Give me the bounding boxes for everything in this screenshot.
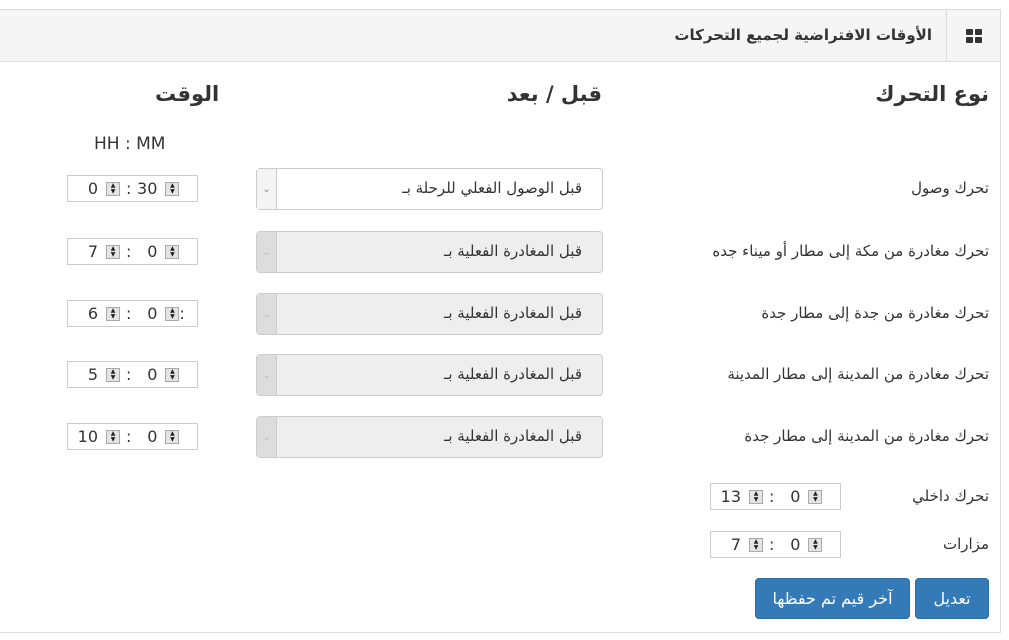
column-header-type: نوع التحرك bbox=[875, 82, 989, 106]
column-header-time: الوقت bbox=[155, 82, 220, 106]
time-input[interactable]: 7 ▲ ▼ : 0 ▲ ▼ bbox=[710, 531, 841, 558]
settings-panel: الأوقات الافتراضية لجميع التحركات bbox=[0, 9, 1001, 633]
edit-button[interactable]: تعديل bbox=[915, 578, 989, 619]
hours-spinner-icon[interactable]: ▲ ▼ bbox=[106, 306, 120, 321]
select-value: قبل المغادرة الفعلية بـ bbox=[443, 365, 582, 383]
panel-title: الأوقات الافتراضية لجميع التحركات bbox=[674, 26, 932, 44]
hours-spinner-icon[interactable]: ▲ ▼ bbox=[749, 537, 763, 552]
minutes-spinner-icon[interactable]: ▲ ▼ bbox=[808, 537, 823, 552]
time-separator: : bbox=[126, 242, 132, 261]
hours-value[interactable]: 0 bbox=[87, 179, 98, 198]
time-input[interactable]: 10 ▲ ▼ : 0 ▲ ▼ bbox=[67, 423, 198, 450]
time-separator: : bbox=[769, 487, 775, 506]
movement-type-label: تحرك مغادرة من المدينة إلى مطار المدينة bbox=[727, 365, 989, 383]
minutes-spinner-icon[interactable]: ▲ ▼ bbox=[165, 181, 180, 196]
time-separator: : bbox=[126, 427, 132, 446]
hours-value[interactable]: 7 bbox=[730, 535, 741, 554]
time-separator: : bbox=[769, 535, 775, 554]
minutes-value[interactable]: 0 bbox=[147, 304, 158, 323]
hours-value[interactable]: 7 bbox=[87, 242, 98, 261]
time-input[interactable]: 6 ▲ ▼ : 0 ▲ ▼ : bbox=[67, 300, 198, 327]
last-saved-button[interactable]: آخر قيم تم حفظها bbox=[755, 578, 910, 619]
before-after-select: قبل المغادرة الفعلية بـ ⌄ bbox=[256, 354, 603, 396]
movement-type-label: تحرك مغادرة من جدة إلى مطار جدة bbox=[761, 304, 989, 322]
select-value: قبل المغادرة الفعلية بـ bbox=[443, 304, 582, 322]
movement-type-label: تحرك داخلي bbox=[912, 487, 989, 505]
minutes-value[interactable]: 30 bbox=[137, 179, 158, 198]
hours-spinner-icon[interactable]: ▲ ▼ bbox=[106, 244, 120, 259]
movement-type-label: تحرك وصول bbox=[911, 179, 989, 197]
time-input[interactable]: 13 ▲ ▼ : 0 ▲ ▼ bbox=[710, 483, 841, 510]
movement-type-label: مزارات bbox=[942, 535, 989, 553]
minutes-value[interactable]: 0 bbox=[790, 535, 801, 554]
before-after-select: قبل المغادرة الفعلية بـ ⌄ bbox=[256, 293, 603, 335]
chevron-down-icon: ⌄ bbox=[257, 294, 277, 334]
time-input[interactable]: 7 ▲ ▼ : 0 ▲ ▼ bbox=[67, 238, 198, 265]
minutes-spinner-icon[interactable]: ▲ ▼ bbox=[808, 489, 823, 504]
trailing-separator: : bbox=[179, 304, 185, 323]
minutes-spinner-icon[interactable]: ▲ ▼ bbox=[165, 244, 180, 259]
time-separator: : bbox=[126, 365, 132, 384]
time-input[interactable]: 0 ▲ ▼ : 30 ▲ ▼ bbox=[67, 175, 198, 202]
minutes-spinner-icon[interactable]: ▲ ▼ bbox=[165, 367, 180, 382]
hours-spinner-icon[interactable]: ▲ ▼ bbox=[106, 367, 120, 382]
hours-value[interactable]: 10 bbox=[77, 427, 98, 446]
chevron-down-icon: ⌄ bbox=[257, 232, 277, 272]
select-value: قبل المغادرة الفعلية بـ bbox=[443, 427, 582, 445]
hours-spinner-icon[interactable]: ▲ ▼ bbox=[106, 181, 120, 196]
chevron-down-icon: ⌄ bbox=[257, 417, 277, 457]
time-format-label: HH : MM bbox=[94, 134, 166, 154]
time-input[interactable]: 5 ▲ ▼ : 0 ▲ ▼ bbox=[67, 361, 198, 388]
minutes-value[interactable]: 0 bbox=[147, 365, 158, 384]
time-separator: : bbox=[126, 304, 132, 323]
hours-spinner-icon[interactable]: ▲ ▼ bbox=[106, 429, 120, 444]
hours-spinner-icon[interactable]: ▲ ▼ bbox=[749, 489, 763, 504]
column-header-before-after: قبل / بعد bbox=[506, 82, 602, 106]
before-after-select[interactable]: قبل الوصول الفعلي للرحلة بـ ⌄ bbox=[256, 168, 603, 210]
time-separator: : bbox=[126, 179, 132, 198]
movement-type-label: تحرك مغادرة من المدينة إلى مطار جدة bbox=[744, 427, 989, 445]
minutes-spinner-icon[interactable]: ▲ ▼ bbox=[165, 306, 180, 321]
hours-value[interactable]: 13 bbox=[720, 487, 741, 506]
select-value: قبل الوصول الفعلي للرحلة بـ bbox=[402, 179, 582, 197]
hours-value[interactable]: 6 bbox=[87, 304, 98, 323]
panel-header: الأوقات الافتراضية لجميع التحركات bbox=[0, 10, 1000, 62]
chevron-down-icon: ⌄ bbox=[257, 355, 277, 395]
minutes-value[interactable]: 0 bbox=[147, 427, 158, 446]
minutes-value[interactable]: 0 bbox=[147, 242, 158, 261]
before-after-select: قبل المغادرة الفعلية بـ ⌄ bbox=[256, 416, 603, 458]
grid-icon bbox=[946, 10, 1000, 61]
movement-type-label: تحرك مغادرة من مكة إلى مطار أو ميناء جده bbox=[712, 242, 989, 260]
minutes-spinner-icon[interactable]: ▲ ▼ bbox=[165, 429, 180, 444]
hours-value[interactable]: 5 bbox=[87, 365, 98, 384]
before-after-select: قبل المغادرة الفعلية بـ ⌄ bbox=[256, 231, 603, 273]
chevron-down-icon: ⌄ bbox=[257, 169, 277, 209]
minutes-value[interactable]: 0 bbox=[790, 487, 801, 506]
select-value: قبل المغادرة الفعلية بـ bbox=[443, 242, 582, 260]
